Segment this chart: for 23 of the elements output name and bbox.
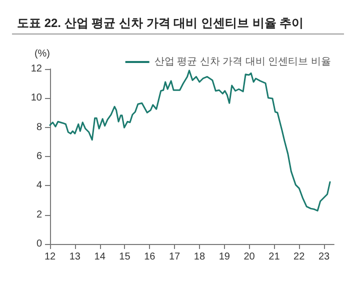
y-tick-label: 8 [36, 122, 42, 133]
y-tick-label: 2 [36, 209, 42, 220]
x-tick-label: 22 [294, 252, 306, 262]
x-tick-label: 17 [169, 252, 181, 262]
x-tick-label: 21 [268, 252, 280, 262]
y-tick-label: 4 [36, 180, 42, 192]
x-tick-label: 15 [119, 252, 131, 262]
x-tick-label: 16 [144, 252, 156, 262]
x-tick-label: 19 [218, 252, 230, 262]
legend-label: 산업 평균 신차 가격 대비 인센티브 비율 [154, 56, 331, 68]
x-tick-label: 20 [244, 252, 256, 262]
y-tick-label: 0 [36, 238, 42, 250]
x-tick-label: 14 [94, 252, 106, 262]
x-tick-label: 13 [69, 252, 81, 262]
y-tick-label: 12 [30, 64, 42, 74]
x-tick-label: 18 [194, 252, 206, 262]
y-axis-title: (%) [34, 48, 50, 60]
chart-title: 도표 22. 산업 평균 신차 가격 대비 인센티브 비율 추이 [17, 16, 304, 30]
x-tick-label: 23 [318, 252, 330, 262]
y-tick-label: 10 [30, 92, 42, 104]
y-tick-label: 6 [36, 151, 42, 162]
line-series [49, 70, 331, 212]
x-tick-label: 12 [44, 252, 56, 262]
